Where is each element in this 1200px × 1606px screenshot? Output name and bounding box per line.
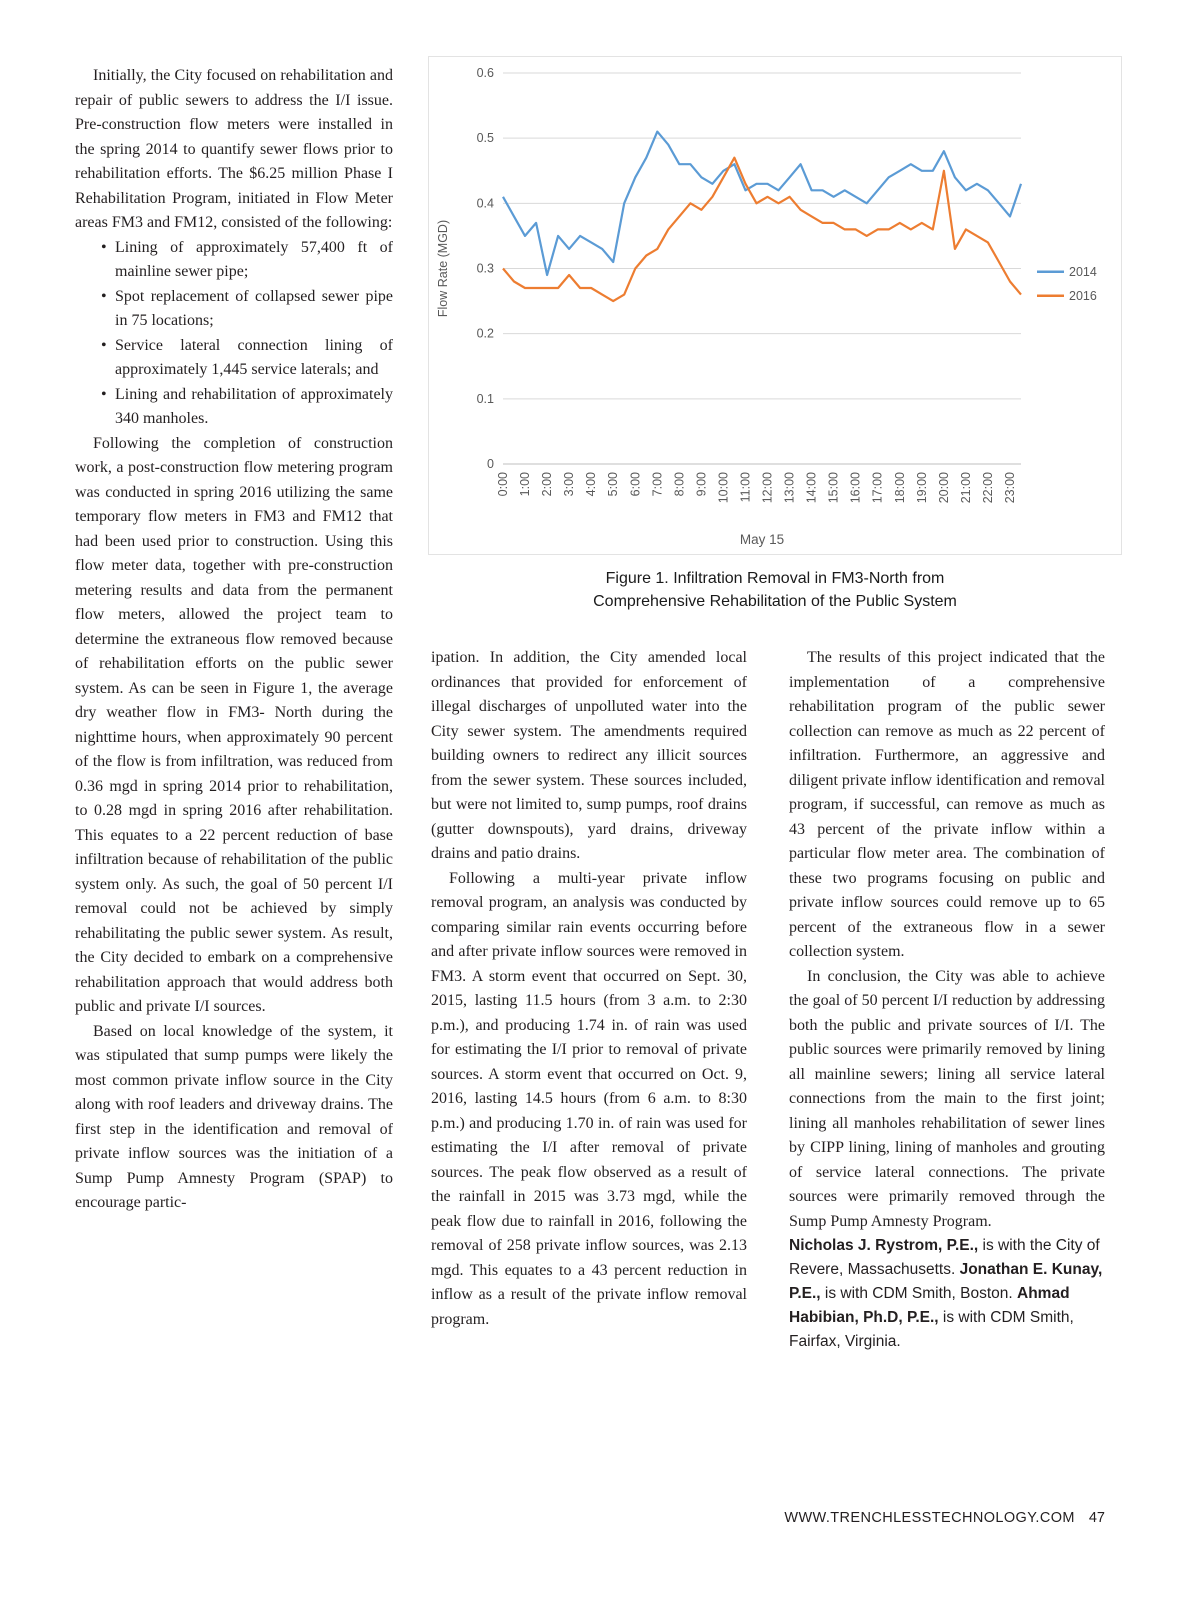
page-footer: WWW.TRENCHLESSTECHNOLOGY.COM 47 xyxy=(780,1510,1105,1526)
svg-text:0:00: 0:00 xyxy=(496,472,510,496)
author-affiliation: is with the City of Revere, Massachusett… xyxy=(789,1237,1100,1278)
svg-text:3:00: 3:00 xyxy=(562,472,576,496)
page-number: 47 xyxy=(1088,1510,1105,1526)
author-name: Nicholas J. Rystrom, P.E., xyxy=(789,1237,979,1254)
footer-website: WWW.TRENCHLESSTECHNOLOGY.COM xyxy=(784,1510,1075,1526)
svg-text:0.4: 0.4 xyxy=(477,196,494,210)
figure1-caption: Figure 1. Infiltration Removal in FM3-No… xyxy=(428,567,1122,613)
svg-text:9:00: 9:00 xyxy=(694,472,708,496)
author-block: Nicholas J. Rystrom, P.E., is with the C… xyxy=(789,1234,1105,1354)
author-name: Ahmad Habibian, Ph.D, P.E., xyxy=(789,1285,1070,1326)
svg-text:21:00: 21:00 xyxy=(959,472,973,503)
figure-1: 0 0.1 0.2 0.3 0.4 0.5 0.6 0:00 1:00 2:00 3:00 4:00 5… xyxy=(428,56,1122,613)
svg-text:May 15: May 15 xyxy=(740,532,784,547)
paragraph: In conclusion, the City was able to achi… xyxy=(789,967,1105,1230)
author-name: Jonathan E. Kunay, P.E., xyxy=(789,1261,1103,1302)
svg-text:22:00: 22:00 xyxy=(981,472,995,503)
paragraph: Based on local knowledge of the system, … xyxy=(75,1022,393,1212)
svg-text:18:00: 18:00 xyxy=(893,472,907,503)
svg-text:12:00: 12:00 xyxy=(761,472,775,503)
svg-text:0.1: 0.1 xyxy=(477,392,494,406)
svg-text:14:00: 14:00 xyxy=(805,472,819,503)
svg-text:16:00: 16:00 xyxy=(849,472,863,503)
svg-text:4:00: 4:00 xyxy=(584,472,598,496)
column-2: ipation. In addition, the City amended l… xyxy=(431,646,747,1332)
paragraph: Following a multi-year private inflow re… xyxy=(431,869,747,1328)
svg-text:1:00: 1:00 xyxy=(518,472,532,496)
svg-text:15:00: 15:00 xyxy=(827,472,841,503)
bullet-item: Spot replacement of collapsed sewer pipe… xyxy=(101,285,393,334)
svg-text:5:00: 5:00 xyxy=(606,472,620,496)
svg-text:23:00: 23:00 xyxy=(1003,472,1017,503)
svg-text:2:00: 2:00 xyxy=(540,472,554,496)
svg-text:19:00: 19:00 xyxy=(915,472,929,503)
svg-text:6:00: 6:00 xyxy=(628,472,642,496)
svg-text:0.5: 0.5 xyxy=(477,131,494,145)
author-affiliation: is with CDM Smith, Fairfax, Virginia. xyxy=(789,1309,1074,1350)
figure1-line-chart: 0 0.1 0.2 0.3 0.4 0.5 0.6 0:00 1:00 2:00 3:00 4:00 5… xyxy=(428,56,1122,555)
column-3: The results of this project indicated th… xyxy=(789,646,1105,1354)
svg-text:Flow Rate (MGD): Flow Rate (MGD) xyxy=(436,220,450,317)
paragraph: Initially, the City focused on rehabilit… xyxy=(75,67,393,231)
column-1: Initially, the City focused on rehabilit… xyxy=(75,64,393,1216)
figure1-caption-line1: Figure 1. Infiltration Removal in FM3-No… xyxy=(605,570,945,587)
bullet-item: Lining and rehabilitation of approximate… xyxy=(101,383,393,432)
figure1-chart-svg: 0 0.1 0.2 0.3 0.4 0.5 0.6 0:00 1:00 2:00 3:00 4:00 5… xyxy=(436,66,1097,547)
svg-text:13:00: 13:00 xyxy=(783,472,797,503)
paragraph: Following the completion of construction… xyxy=(75,434,393,1016)
author-affiliation: is with CDM Smith, Boston. xyxy=(820,1285,1017,1302)
paragraph: ipation. In addition, the City amended l… xyxy=(431,649,747,862)
svg-text:0: 0 xyxy=(487,457,494,471)
bullet-item: Lining of approximately 57,400 ft of mai… xyxy=(101,236,393,285)
svg-text:10:00: 10:00 xyxy=(716,472,730,503)
svg-text:0.3: 0.3 xyxy=(477,262,494,276)
svg-text:17:00: 17:00 xyxy=(871,472,885,503)
svg-text:11:00: 11:00 xyxy=(738,472,752,502)
svg-text:2014: 2014 xyxy=(1069,265,1097,279)
svg-text:2016: 2016 xyxy=(1069,289,1097,303)
bullet-list: Lining of approximately 57,400 ft of mai… xyxy=(75,236,393,432)
svg-text:0.2: 0.2 xyxy=(477,327,494,341)
paragraph: The results of this project indicated th… xyxy=(789,649,1105,960)
bullet-item: Service lateral connection lining of app… xyxy=(101,334,393,383)
svg-text:20:00: 20:00 xyxy=(937,472,951,503)
svg-text:7:00: 7:00 xyxy=(650,472,664,496)
figure1-caption-line2: Comprehensive Rehabilitation of the Publ… xyxy=(593,593,957,610)
svg-text:0.6: 0.6 xyxy=(477,66,494,80)
svg-text:8:00: 8:00 xyxy=(672,472,686,496)
